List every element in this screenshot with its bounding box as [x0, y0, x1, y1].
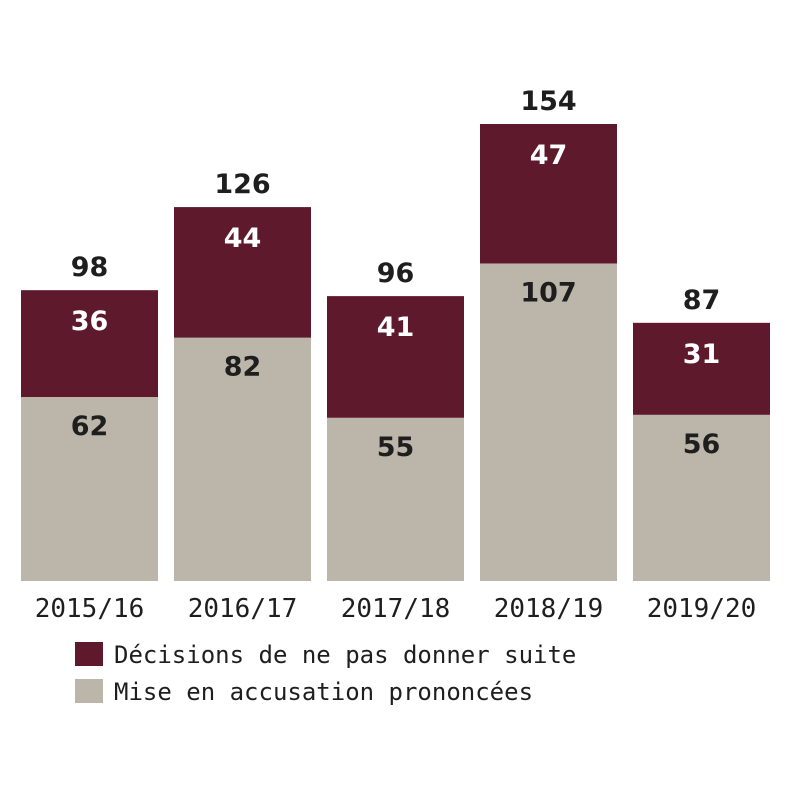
bar-accusation-2018-19	[480, 263, 617, 581]
bar-accusation-2015-16	[21, 397, 158, 581]
x-tick-label-2018-19: 2018/19	[494, 594, 604, 624]
bar-decisions-2016-17	[174, 207, 311, 338]
legend-label-accusation: Mise en accusation prononcées	[114, 678, 533, 706]
x-tick-label-2015-16: 2015/16	[35, 594, 145, 624]
bar-decisions-2015-16	[21, 290, 158, 398]
value-label-decisions-2015-16: 36	[71, 306, 109, 337]
value-label-decisions-2018-19: 47	[530, 140, 568, 171]
total-label-2015-16: 98	[71, 252, 109, 283]
value-label-accusation-2015-16: 62	[71, 411, 109, 442]
total-label-2017-18: 96	[377, 258, 415, 289]
bar-decisions-2017-18	[327, 296, 464, 418]
total-label-2019-20: 87	[683, 285, 721, 316]
bar-accusation-2016-17	[174, 337, 311, 581]
total-label-2018-19: 154	[520, 86, 576, 117]
value-label-accusation-2017-18: 55	[377, 432, 415, 463]
x-tick-label-2017-18: 2017/18	[341, 594, 451, 624]
legend: Décisions de ne pas donner suite Mise en…	[75, 641, 576, 706]
legend-swatch-accusation	[75, 679, 103, 703]
legend-swatch-decisions	[75, 642, 103, 666]
bar-decisions-2019-20	[633, 322, 770, 415]
value-label-decisions-2016-17: 44	[224, 223, 262, 254]
value-label-accusation-2018-19: 107	[520, 277, 576, 308]
value-label-accusation-2016-17: 82	[224, 352, 262, 383]
total-label-2016-17: 126	[214, 169, 270, 200]
value-label-decisions-2019-20: 31	[683, 339, 721, 370]
x-tick-labels: 2015/16 2016/17 2017/18 2018/19 2019/20	[35, 594, 757, 624]
x-tick-label-2019-20: 2019/20	[647, 594, 757, 624]
bar-accusation-2017-18	[327, 417, 464, 581]
bar-decisions-2018-19	[480, 124, 617, 264]
value-label-decisions-2017-18: 41	[377, 312, 415, 343]
bar-accusation-2019-20	[633, 414, 770, 581]
bars-layer: 36 62 98 44 82 126 41 55 96 47 107 154 31 56 87	[21, 86, 770, 581]
x-tick-label-2016-17: 2016/17	[188, 594, 298, 624]
value-label-accusation-2019-20: 56	[683, 429, 721, 460]
legend-label-decisions: Décisions de ne pas donner suite	[114, 641, 576, 669]
